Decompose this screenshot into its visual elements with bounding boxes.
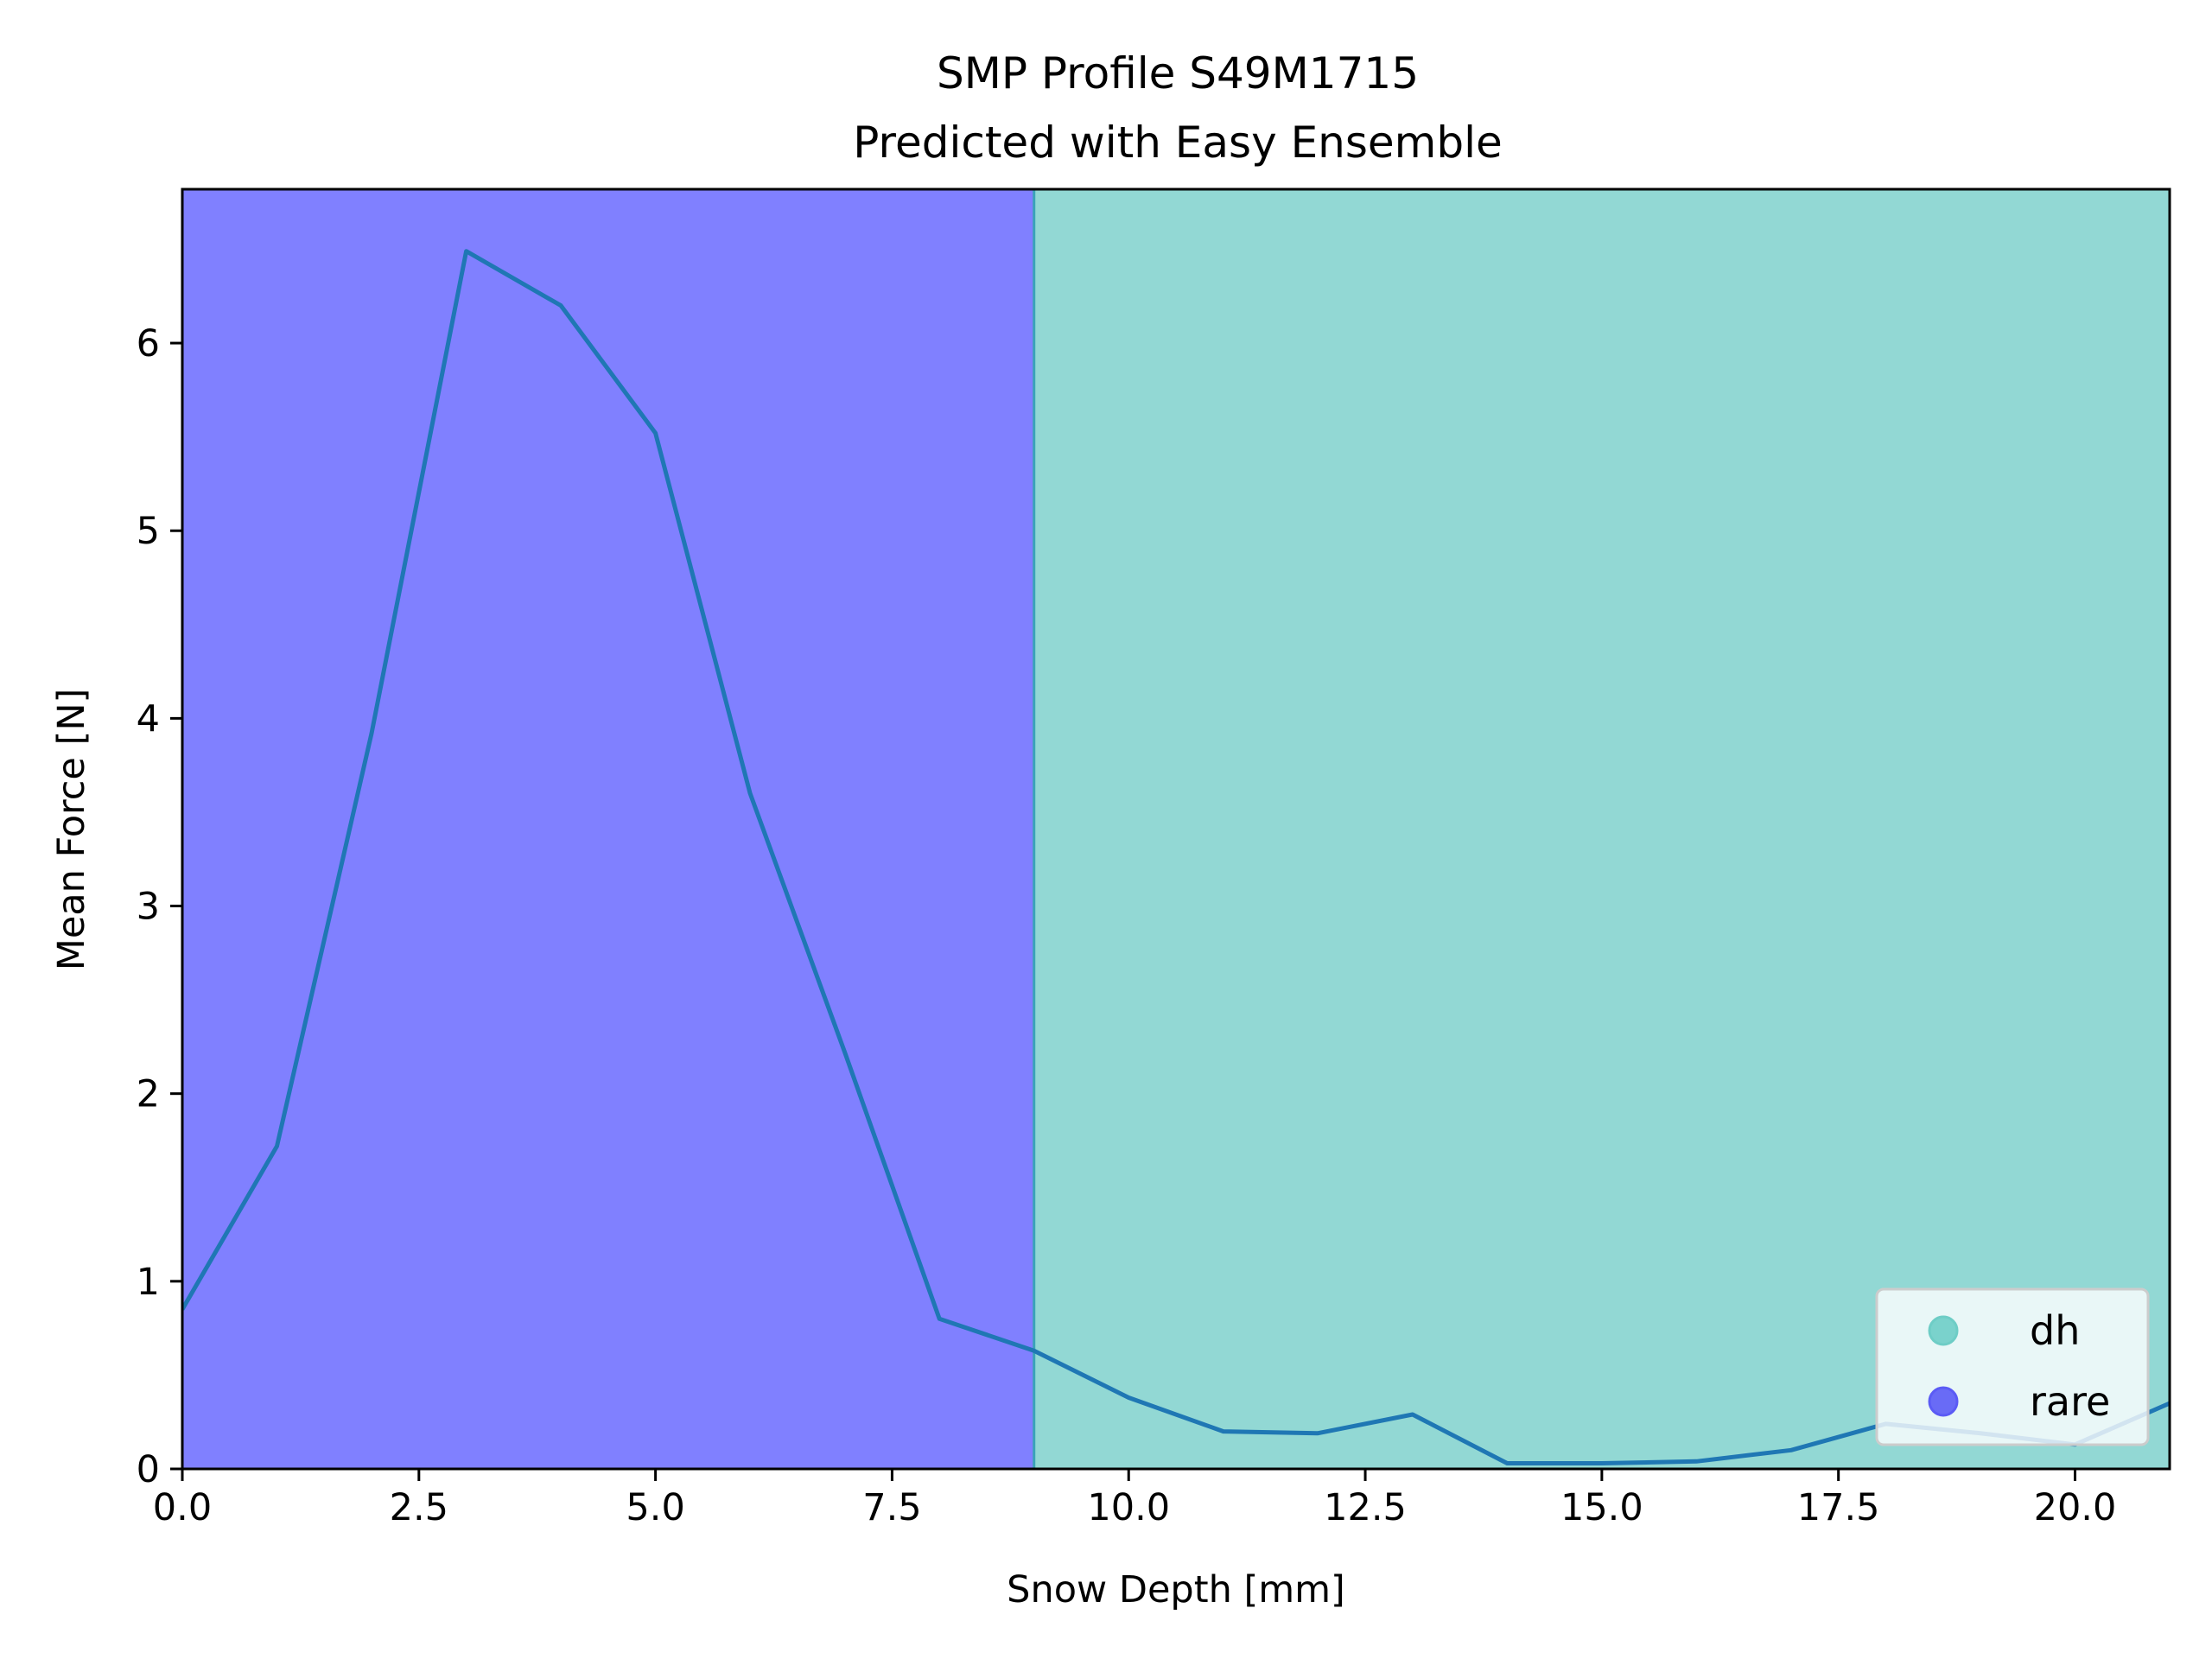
legend-marker-rare [1928, 1386, 1959, 1417]
data-point [560, 305, 562, 307]
x-tick-label: 10.0 [1087, 1486, 1170, 1529]
data-point [1223, 1431, 1224, 1433]
x-tick-label: 15.0 [1560, 1486, 1643, 1529]
y-tick-label: 0 [137, 1448, 160, 1491]
x-tick-label: 2.5 [390, 1486, 448, 1529]
data-point [1128, 1396, 1129, 1398]
data-point [276, 1145, 278, 1147]
data-point [1506, 1462, 1508, 1464]
data-point [655, 432, 657, 434]
y-tick-label: 1 [137, 1261, 160, 1304]
legend-marker-dh [1928, 1315, 1959, 1346]
y-axis: 0 1 2 3 4 5 6 [137, 322, 182, 1491]
plot-frame [181, 188, 2171, 1471]
region-rare [182, 189, 1034, 1469]
x-tick-label: 12.5 [1324, 1486, 1407, 1529]
y-tick-label: 5 [137, 510, 160, 553]
legend: dh rare [1875, 1287, 2150, 1446]
x-tick-label: 5.0 [626, 1486, 684, 1529]
chart-title: SMP Profile S49M1715 [937, 48, 1419, 99]
x-axis-label: Snow Depth [mm] [1007, 1568, 1345, 1611]
x-tick-label: 7.5 [862, 1486, 921, 1529]
x-tick-label: 20.0 [2034, 1486, 2117, 1529]
y-tick-label: 4 [137, 697, 160, 741]
x-tick-label: 0.0 [153, 1486, 212, 1529]
x-axis: 0.0 2.5 5.0 7.5 10.0 12.5 15.0 17.5 20.0 [153, 1469, 2117, 1529]
class-regions [182, 189, 2170, 1469]
y-axis-label: Mean Force [N] [50, 689, 93, 971]
y-tick-label: 3 [137, 886, 160, 929]
y-tick-label: 2 [137, 1073, 160, 1116]
data-point [749, 792, 751, 794]
data-point [1790, 1449, 1792, 1451]
legend-label-dh: dh [2030, 1307, 2080, 1354]
data-point [1601, 1462, 1603, 1464]
legend-label-rare: rare [2030, 1378, 2110, 1425]
chart-subtitle: Predicted with Easy Ensemble [853, 118, 1503, 168]
x-tick-label: 17.5 [1797, 1486, 1880, 1529]
region-dh [1033, 189, 2170, 1469]
data-point [1412, 1414, 1414, 1415]
y-tick-label: 6 [137, 322, 160, 365]
series-line [182, 249, 2170, 1465]
data-point [1695, 1460, 1697, 1462]
